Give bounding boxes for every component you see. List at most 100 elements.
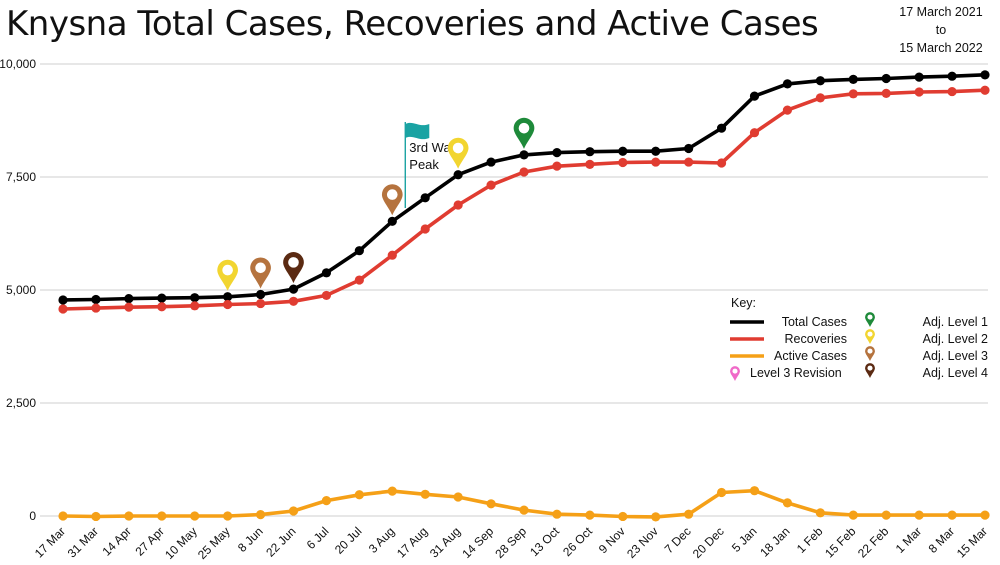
x-tick-label: 17 Mar (32, 524, 68, 560)
map-pin-icon (865, 346, 875, 361)
data-point-total-cases (387, 216, 397, 226)
x-tick-label: 1 Mar (893, 524, 925, 556)
x-tick-label: 27 Apr (132, 524, 166, 558)
pin-hole (867, 314, 873, 320)
annotation-text: Peak (409, 157, 439, 172)
data-point-active-cases (223, 511, 233, 521)
data-point-total-cases (420, 193, 430, 203)
data-point-total-cases (782, 79, 793, 89)
x-tick-label: 10 May (162, 524, 200, 562)
legend: Key: Total Cases Recoveries Active Cases Lev… (730, 296, 988, 381)
data-point-active-cases (749, 486, 760, 496)
data-point-total-cases (651, 146, 661, 156)
x-tick-label: 17 Aug (394, 524, 430, 560)
data-point-total-cases (552, 147, 562, 158)
data-point-recoveries (321, 290, 332, 301)
y-axis: 0 2,500 5,000 7,500 10,000 (0, 57, 36, 523)
data-point-total-cases (716, 123, 727, 133)
data-point-active-cases (684, 509, 694, 519)
data-point-active-cases (848, 510, 858, 520)
legend-label: Total Cases (782, 315, 847, 329)
data-point-total-cases (157, 293, 167, 303)
x-tick-label: 20 Jul (332, 524, 365, 557)
data-point-total-cases (947, 71, 957, 81)
data-point-recoveries (223, 299, 233, 310)
data-point-recoveries (749, 128, 760, 138)
map-pin-icon (513, 117, 535, 149)
data-point-active-cases (91, 511, 101, 522)
data-point-recoveries (881, 88, 891, 98)
y-tick-label: 2,500 (6, 396, 36, 410)
data-point-recoveries (124, 302, 134, 312)
data-point-active-cases (321, 496, 332, 506)
x-tick-label: 23 Nov (624, 524, 661, 561)
data-point-active-cases (354, 490, 364, 500)
map-pin-icon (865, 312, 875, 327)
data-point-active-cases (157, 511, 167, 521)
data-point-total-cases (881, 73, 891, 84)
x-tick-label: 8 Mar (926, 524, 958, 556)
data-point-active-cases (190, 511, 200, 521)
data-point-active-cases (288, 506, 299, 516)
date-to-word: to (935, 23, 947, 37)
y-tick-label: 5,000 (6, 283, 36, 297)
x-tick-label: 14 Apr (100, 524, 134, 558)
y-tick-label: 7,500 (6, 170, 36, 184)
data-point-total-cases (618, 146, 628, 156)
flag-icon (405, 122, 430, 140)
x-tick-label: 1 Feb (794, 524, 826, 556)
series-layer (58, 70, 990, 522)
pin-hole (867, 365, 873, 371)
x-tick-label: 18 Jan (757, 524, 792, 559)
x-tick-label: 20 Dec (690, 524, 727, 561)
data-point-recoveries (782, 105, 793, 115)
pin-hole (867, 348, 873, 354)
data-point-recoveries (58, 304, 68, 314)
y-tick-label: 0 (29, 509, 36, 523)
x-tick-label: 13 Oct (527, 524, 562, 559)
data-point-active-cases (486, 499, 496, 509)
date-from: 17 March 2021 (899, 5, 983, 19)
y-tick-label: 10,000 (0, 57, 36, 71)
pin-hole (288, 257, 299, 268)
data-point-total-cases (453, 170, 463, 180)
x-tick-label: 26 Oct (560, 524, 595, 559)
data-point-active-cases (815, 508, 825, 518)
data-point-total-cases (815, 76, 825, 86)
data-point-recoveries (157, 302, 167, 312)
x-tick-label: 22 Jun (263, 524, 298, 559)
data-point-recoveries (255, 298, 266, 309)
data-point-total-cases (585, 147, 595, 157)
data-point-active-cases (881, 510, 891, 520)
data-point-active-cases (618, 511, 628, 522)
pin-hole (518, 122, 530, 134)
chart-title: Knysna Total Cases, Recoveries and Activ… (6, 4, 819, 44)
data-point-recoveries (947, 86, 957, 97)
date-range: 17 March 2021 to 15 March 2022 (886, 3, 996, 57)
data-point-recoveries (815, 93, 825, 103)
data-point-total-cases (749, 91, 760, 101)
data-point-total-cases (980, 70, 990, 80)
pin-hole (732, 368, 738, 374)
data-point-total-cases (91, 294, 101, 305)
level-markers (217, 117, 535, 291)
legend-label: Adj. Level 3 (923, 349, 988, 363)
legend-label: Level 3 Revision (750, 366, 842, 380)
legend-label: Active Cases (774, 349, 847, 363)
data-point-active-cases (420, 489, 430, 499)
data-point-recoveries (552, 161, 562, 171)
data-point-total-cases (223, 292, 233, 302)
data-point-total-cases (255, 289, 266, 300)
data-point-active-cases (585, 510, 595, 520)
x-tick-label: 3 Aug (366, 524, 398, 556)
data-point-recoveries (618, 157, 628, 168)
data-point-recoveries (354, 275, 364, 285)
data-point-recoveries (91, 303, 101, 313)
pin-hole (452, 142, 464, 154)
map-pin-icon (865, 363, 875, 378)
data-point-total-cases (190, 293, 200, 303)
data-point-active-cases (124, 511, 134, 521)
